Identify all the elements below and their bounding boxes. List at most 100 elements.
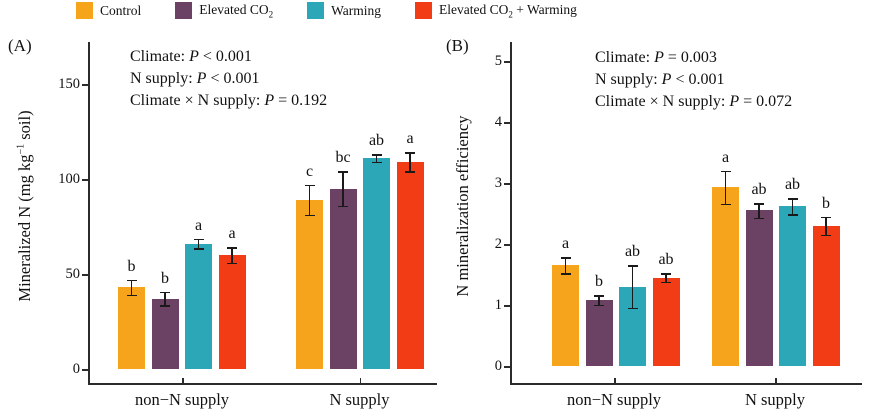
panelA-x-category-label: non−N supply (134, 390, 230, 409)
panelB-error-cap-top (560, 257, 571, 259)
panelA-sig-letter: a (228, 225, 236, 243)
panelB-error-cap-bottom (754, 217, 764, 220)
panelB-bar-warming (779, 206, 806, 366)
panelB-sig-letter: ab (784, 176, 801, 194)
panelB-error-bar (825, 216, 827, 235)
panelB-y-tick (504, 366, 510, 368)
legend-swatch-elevated-co2-warming (415, 2, 433, 20)
panel-b: (B) N mineralization efficiency 0 1 2 3 4 5 no… (440, 28, 872, 413)
panelA-error-cap-bottom (405, 171, 415, 173)
panelA-sig-letter: b (161, 270, 169, 288)
panelA-annotation-line: Climate: P < 0.001 (130, 48, 252, 65)
panelA-error-cap-top (126, 279, 137, 282)
panelB-annotation-line: N supply: P < 0.001 (595, 71, 725, 88)
panelA-error-cap-bottom (160, 305, 170, 307)
panelB-error-cap-bottom (560, 273, 571, 275)
panelB-error-bar (758, 203, 760, 218)
panelA-sig-letter: bc (335, 149, 351, 167)
panelA-error-bar (231, 247, 233, 263)
panelB-sig-letter: ab (751, 181, 767, 199)
panelB-error-bar (791, 198, 794, 215)
panelB-sig-letter: ab (624, 243, 641, 261)
panelB-sig-letter: a (561, 235, 570, 253)
panelB-x-tick (614, 378, 616, 384)
panelA-error-cap-top (304, 184, 315, 187)
panel-b-label: (B) (446, 36, 469, 55)
panelA-error-cap-top (160, 292, 170, 294)
panelA-error-cap-bottom (371, 161, 382, 164)
panelB-error-cap-top (661, 273, 671, 275)
panelB-error-cap-top (594, 295, 604, 297)
panelB-annotations: Climate: P = 0.003 N supply: P < 0.001 Cli… (595, 47, 792, 113)
legend-label-warming: Warming (331, 2, 382, 18)
panelA-bar-elevated-co2 (329, 188, 357, 369)
panelA-error-bar (342, 171, 344, 206)
panelB-y-tick (504, 122, 510, 124)
panel-b-y-axis-label: N mineralization efficiency (453, 115, 472, 297)
panelB-x-axis-line (510, 383, 862, 385)
panelA-bar-elevated-co2-warming (396, 161, 424, 369)
panelB-error-cap-bottom (594, 305, 604, 307)
panelB-y-tick (504, 244, 510, 246)
panelA-x-tick (359, 378, 361, 384)
panelB-error-cap-top (627, 265, 638, 267)
panelA-x-category-label: N supply (329, 390, 390, 409)
panelB-x-tick (775, 378, 777, 384)
panel-a-label: (A) (8, 36, 32, 55)
panelA-annotation-line: Climate × N supply: P = 0.192 (130, 92, 328, 109)
panelA-error-cap-bottom (338, 205, 348, 207)
panelB-y-tick (504, 305, 510, 307)
panelB-sig-letter: ab (658, 251, 674, 269)
panelB-error-cap-bottom (720, 203, 731, 206)
panelA-error-bar (409, 152, 411, 172)
panelA-error-cap-top (227, 247, 237, 249)
panelB-bar-elevated-co2 (745, 210, 773, 366)
panelA-error-cap-top (371, 154, 382, 156)
legend-item-elevated-co2: Elevated CO2 (175, 2, 273, 20)
panelA-error-bar (197, 238, 200, 249)
panelA-sig-letter: c (305, 162, 314, 180)
panelA-error-bar (375, 154, 378, 162)
panelA-sig-letter: ab (368, 132, 385, 150)
panelB-error-cap-top (720, 170, 731, 173)
panelB-sig-letter: a (721, 148, 730, 166)
panelA-error-bar (308, 184, 311, 216)
panelB-error-cap-bottom (787, 214, 798, 216)
panelA-error-cap-bottom (304, 215, 315, 217)
legend-swatch-elevated-co2 (175, 2, 193, 20)
panelB-sig-letter: b (822, 194, 830, 212)
panelA-bar-warming (363, 158, 390, 369)
legend-label-control: Control (100, 2, 142, 18)
panelB-error-cap-top (754, 203, 764, 205)
panelB-error-bar (564, 257, 567, 274)
panelB-sig-letter: b (595, 273, 603, 291)
panelA-y-axis-line (88, 42, 90, 385)
panelA-error-cap-top (405, 152, 415, 154)
panelB-error-cap-bottom (661, 281, 671, 284)
panelA-bar-elevated-co2 (151, 298, 179, 369)
panelB-y-tick-label: 5 (494, 53, 502, 69)
panelA-error-cap-top (193, 238, 204, 241)
legend: Control Elevated CO2 Warming Elevated CO2 +… (76, 2, 577, 20)
panelB-error-bar (631, 265, 634, 309)
panelA-error-cap-bottom (193, 248, 204, 250)
legend-item-control: Control (76, 2, 142, 20)
legend-item-elevated-co2-warming: Elevated CO2 + Warming (415, 2, 577, 20)
panelB-y-tick-label: 4 (494, 114, 502, 130)
panelA-bar-warming (185, 243, 212, 369)
legend-item-warming: Warming (307, 2, 382, 20)
panelA-annotation-line: N supply: P < 0.001 (130, 70, 260, 87)
panelB-error-bar (724, 170, 727, 204)
panelA-y-tick-label: 150 (58, 76, 80, 92)
panelA-y-tick (82, 84, 88, 86)
panelB-annotation-line: Climate: P = 0.003 (595, 49, 717, 66)
panelB-y-tick-label: 1 (494, 297, 502, 313)
panelA-sig-letter: b (127, 257, 136, 275)
panelB-bar-elevated-co2-warming (652, 277, 680, 366)
panelB-y-tick-label: 0 (494, 358, 502, 374)
panelA-y-tick-label: 0 (72, 361, 80, 377)
panelB-bar-control (712, 187, 739, 366)
legend-label-elevated-co2-warming: Elevated CO2 + Warming (439, 2, 577, 20)
panelB-y-tick-label: 2 (494, 236, 502, 252)
